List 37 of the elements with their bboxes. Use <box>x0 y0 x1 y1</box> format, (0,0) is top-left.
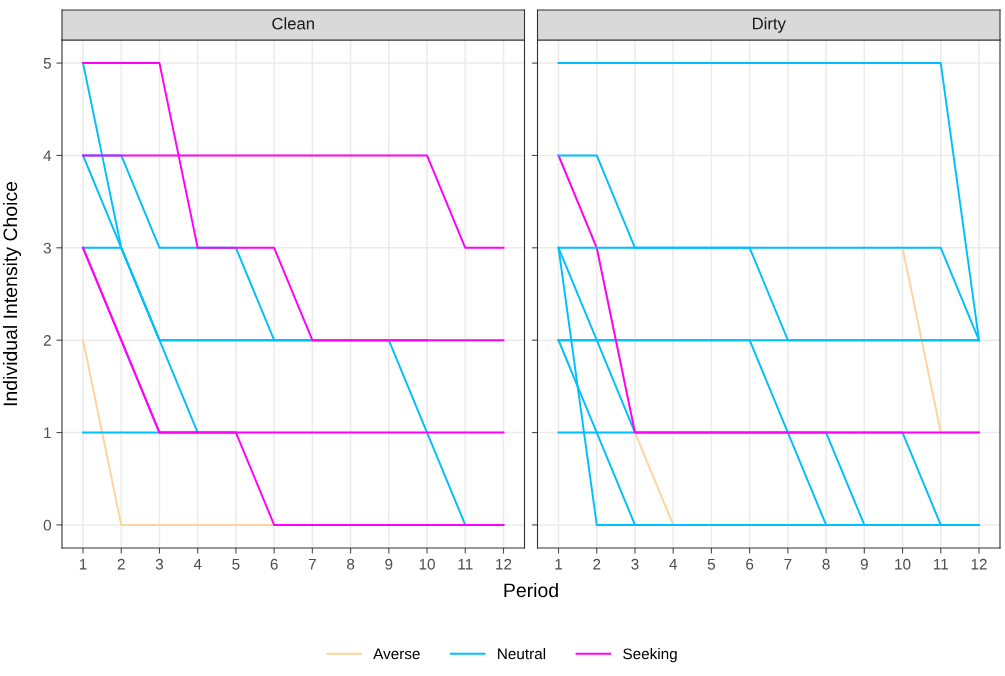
y-tick-label: 5 <box>43 58 51 69</box>
x-tick-label: 11 <box>933 558 948 570</box>
x-tick-label: 2 <box>117 558 125 570</box>
x-tick-label: 9 <box>860 558 868 570</box>
y-tick-label: 3 <box>43 242 51 254</box>
y-axis-title: Individual Intensity Choice <box>2 181 22 406</box>
x-tick-label: 7 <box>784 558 792 570</box>
x-tick-label: 8 <box>822 558 830 570</box>
x-tick-label: 1 <box>555 558 563 570</box>
x-tick-label: 4 <box>669 558 677 570</box>
chart-title: Dirty <box>752 17 786 33</box>
x-tick-label: 12 <box>971 558 987 570</box>
x-tick-label: 9 <box>385 558 393 570</box>
legend-label: Averse <box>373 648 420 660</box>
x-tick-label: 6 <box>746 558 754 570</box>
legend-label: Seeking <box>623 648 677 663</box>
x-tick-label: 1 <box>79 558 87 570</box>
x-tick-label: 12 <box>496 558 512 570</box>
x-tick-label: 7 <box>308 558 316 570</box>
x-tick-label: 10 <box>419 558 435 570</box>
x-tick-label: 10 <box>895 558 911 570</box>
y-tick-label: 0 <box>43 519 51 531</box>
x-tick-label: 6 <box>270 558 278 570</box>
x-tick-label: 3 <box>155 558 164 570</box>
x-tick-label: 3 <box>631 558 639 570</box>
x-tick-label: 5 <box>232 558 240 570</box>
chart-title: Clean <box>272 17 314 30</box>
x-axis-title: Period <box>504 582 558 598</box>
x-tick-label: 5 <box>707 558 716 570</box>
x-tick-label: 11 <box>458 558 473 570</box>
y-tick-label: 4 <box>43 150 52 161</box>
x-tick-label: 8 <box>347 558 355 570</box>
x-tick-label: 2 <box>593 558 601 570</box>
y-tick-label: 2 <box>43 335 51 346</box>
x-tick-label: 4 <box>193 558 202 570</box>
y-tick-label: 1 <box>44 427 51 439</box>
legend-label: Neutral <box>498 648 546 660</box>
